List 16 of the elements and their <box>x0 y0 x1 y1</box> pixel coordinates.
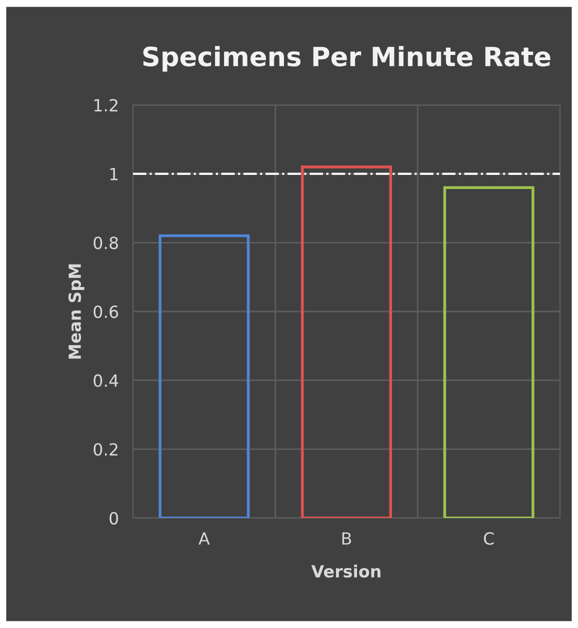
y-tick-label: 1.2 <box>94 98 118 112</box>
y-tick-label: 1 <box>110 168 118 180</box>
x-axis-title: Version <box>311 564 380 578</box>
x-tick-label: A <box>198 532 210 545</box>
y-tick-label: 0 <box>110 512 118 525</box>
chart-title: Specimens Per Minute Rate <box>143 46 550 72</box>
y-tick-label: 0.2 <box>94 443 118 456</box>
bar <box>300 166 392 518</box>
y-tick-label: 0.8 <box>94 236 118 250</box>
y-tick-label: 0.4 <box>94 374 118 387</box>
y-tick-label: 0.6 <box>94 305 118 318</box>
bar <box>158 234 250 518</box>
x-tick-label: C <box>484 532 494 545</box>
x-tick-label: B <box>342 532 352 545</box>
bar <box>443 186 534 518</box>
y-axis-title: Mean SpM <box>68 264 84 359</box>
